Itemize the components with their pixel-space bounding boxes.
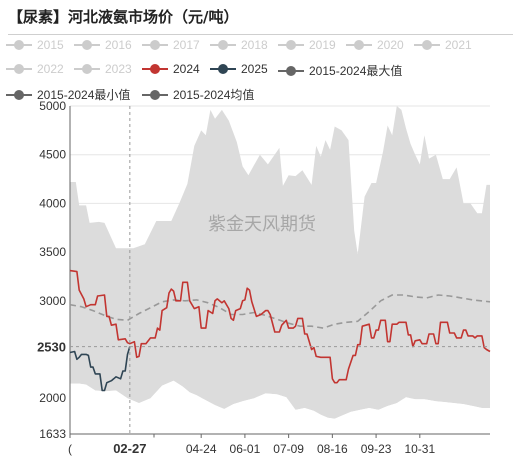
legend-marker: [74, 64, 100, 74]
legend-marker: [210, 64, 236, 74]
series-line-2025: [69, 346, 131, 392]
x-tick-label: 04-24: [186, 442, 217, 456]
x-tick-label: (: [68, 442, 72, 456]
legend-marker: [346, 40, 372, 50]
x-tick-label: 06-01: [230, 442, 261, 456]
legend-label: 2020: [377, 38, 404, 52]
below-min-area: [70, 380, 490, 434]
series-line-2015-2024均值: [69, 294, 491, 329]
legend-label: 2017: [173, 38, 200, 52]
legend-label: 2015-2024最大值: [309, 64, 403, 78]
legend-item[interactable]: 2015-2024均值: [142, 86, 254, 103]
legend-label: 2015-2024均值: [173, 88, 255, 102]
legend-marker: [74, 40, 100, 50]
legend: 2015 2016 2017 2018 2019 2020 2021 2022 2023 2024…: [6, 38, 516, 104]
legend-item[interactable]: 2016: [74, 38, 132, 52]
legend-item[interactable]: 2017: [142, 38, 200, 52]
legend-item[interactable]: 2015-2024最大值: [278, 62, 402, 79]
x-tick-label: 07-09: [273, 442, 304, 456]
y-tick-label: 1633: [39, 427, 66, 441]
legend-marker: [6, 89, 32, 100]
legend-label: 2021: [445, 38, 472, 52]
y-callout-label: 2530: [37, 340, 66, 355]
legend-item[interactable]: 2022: [6, 62, 64, 76]
y-callout-box: [26, 335, 70, 357]
watermark-text: 紫金天风期货: [208, 214, 316, 235]
y-tick-label: 4500: [39, 148, 66, 162]
legend-item[interactable]: 2024: [142, 62, 200, 76]
legend-marker: [142, 89, 168, 100]
legend-item[interactable]: 2021: [414, 38, 472, 52]
legend-item[interactable]: 2018: [210, 38, 268, 52]
x-callout-box: [102, 437, 158, 459]
legend-label: 2018: [241, 38, 268, 52]
legend-marker: [414, 40, 440, 50]
legend-label: 2024: [173, 62, 200, 76]
x-tick-label: 09-23: [361, 442, 392, 456]
legend-label: 2023: [105, 62, 132, 76]
series-line-2024: [69, 269, 491, 384]
legend-label: 2025: [241, 62, 268, 76]
legend-label: 2015: [37, 38, 64, 52]
legend-marker: [6, 64, 32, 74]
legend-item[interactable]: 2025: [210, 62, 268, 76]
legend-marker: [6, 40, 32, 50]
legend-label: 2015-2024最小值: [37, 88, 131, 102]
title-divider: [8, 34, 513, 35]
y-tick-label: 3000: [39, 294, 66, 308]
legend-item[interactable]: 2019: [278, 38, 336, 52]
x-tick-label: 10-31: [404, 442, 435, 456]
legend-item[interactable]: 2015: [6, 38, 64, 52]
legend-marker: [142, 64, 168, 74]
legend-label: 2019: [309, 38, 336, 52]
legend-marker: [210, 40, 236, 50]
y-tick-label: 2000: [39, 391, 66, 405]
y-tick-label: 3500: [39, 245, 66, 259]
x-tick-label: 08-16: [317, 442, 348, 456]
x-callout-label: 02-27: [113, 441, 146, 456]
legend-marker: [278, 40, 304, 50]
legend-item[interactable]: 2015-2024最小值: [6, 86, 130, 103]
y-tick-label: 4000: [39, 196, 66, 210]
y-tick-label: 5000: [39, 99, 66, 113]
legend-label: 2022: [37, 62, 64, 76]
chart-title: 【尿素】河北液氨市场价（元/吨）: [8, 8, 239, 26]
legend-item[interactable]: 2023: [74, 62, 132, 76]
legend-label: 2016: [105, 38, 132, 52]
legend-item[interactable]: 2020: [346, 38, 404, 52]
legend-marker: [142, 40, 168, 50]
max-min-band: [70, 106, 490, 419]
legend-marker: [278, 65, 304, 76]
